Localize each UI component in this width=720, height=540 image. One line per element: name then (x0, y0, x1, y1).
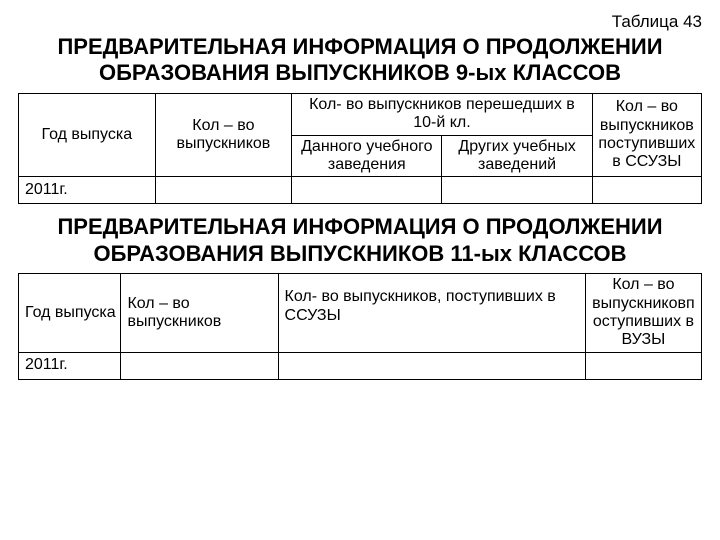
t1-data-row: 2011г. (19, 177, 702, 204)
t1-header-this-school: Данного учебного заведения (292, 135, 442, 177)
t2-data-row: 2011г. (19, 352, 702, 379)
table-grade-11: Год выпуска Кол – во выпускников Кол- во… (18, 273, 702, 380)
t1-cell-other-schools (442, 177, 592, 204)
t1-header-ssuz: Кол – во выпускников поступивших в ССУЗЫ (592, 93, 701, 177)
t2-cell-year: 2011г. (19, 352, 121, 379)
t1-cell-this-school (292, 177, 442, 204)
t2-header-year: Год выпуска (19, 274, 121, 353)
t2-cell-count (121, 352, 278, 379)
t2-header-count: Кол – во выпускников (121, 274, 278, 353)
title-grade-11: ПРЕДВАРИТЕЛЬНАЯ ИНФОРМАЦИЯ О ПРОДОЛЖЕНИИ… (18, 214, 702, 267)
t2-cell-vuz (585, 352, 701, 379)
t2-header-vuz: Кол – во выпускниковпоступивших в ВУЗЫ (585, 274, 701, 353)
t1-cell-year: 2011г. (19, 177, 156, 204)
t1-cell-ssuz (592, 177, 701, 204)
t1-header-went-10: Кол- во выпускников перешедших в 10-й кл… (292, 93, 593, 135)
t1-header-year: Год выпуска (19, 93, 156, 177)
t2-header-ssuz: Кол- во выпускников, поступивших в ССУЗЫ (278, 274, 585, 353)
title-grade-9: ПРЕДВАРИТЕЛЬНАЯ ИНФОРМАЦИЯ О ПРОДОЛЖЕНИИ… (18, 34, 702, 87)
t1-header-other-schools: Других учебных заведений (442, 135, 592, 177)
t1-cell-count (155, 177, 292, 204)
table-caption: Таблица 43 (18, 12, 702, 32)
t1-header-count: Кол – во выпускников (155, 93, 292, 177)
table-grade-9: Год выпуска Кол – во выпускников Кол- во… (18, 93, 702, 205)
t2-cell-ssuz (278, 352, 585, 379)
